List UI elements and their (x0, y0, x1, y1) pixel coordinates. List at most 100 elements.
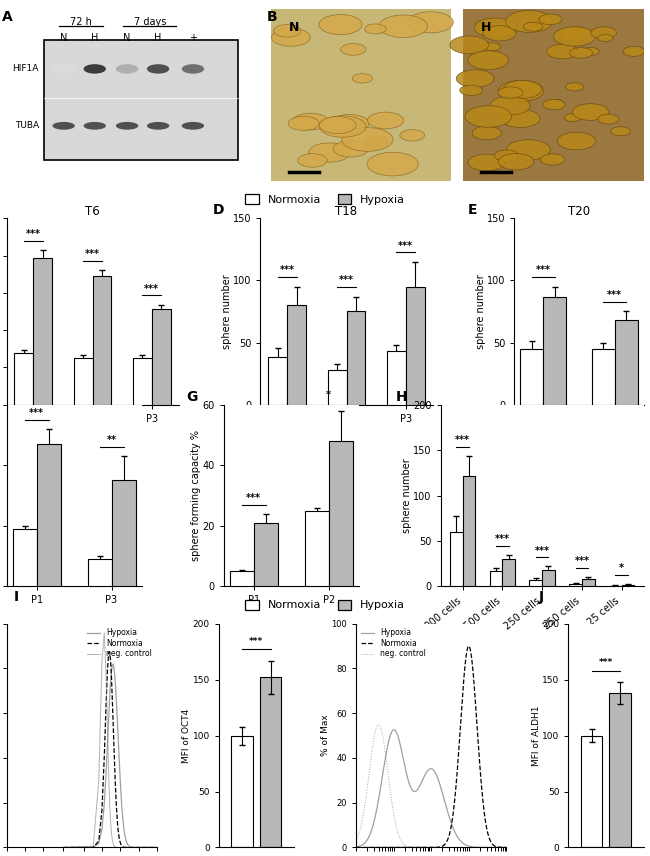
Title: T18: T18 (335, 205, 358, 218)
Text: E: E (468, 204, 478, 217)
Circle shape (367, 152, 419, 176)
Normoxia (106, 647, 114, 657)
Circle shape (450, 36, 489, 54)
Circle shape (483, 26, 516, 41)
neg. control (60, 842, 68, 853)
Text: A: A (1, 10, 12, 24)
Bar (592, 348, 615, 405)
Title: T6: T6 (85, 205, 100, 218)
Circle shape (523, 22, 543, 31)
Circle shape (333, 140, 369, 157)
Normoxia (506, 842, 514, 853)
Bar (92, 276, 111, 405)
Circle shape (540, 154, 565, 165)
Circle shape (498, 86, 523, 98)
Normoxia (153, 842, 161, 853)
Circle shape (309, 143, 350, 162)
Circle shape (319, 116, 356, 134)
Circle shape (558, 132, 595, 150)
Normoxia (136, 842, 144, 853)
neg. control (146, 842, 153, 853)
Ellipse shape (53, 122, 75, 130)
neg. control (153, 842, 161, 853)
Bar (36, 444, 60, 586)
Text: ***: *** (250, 637, 263, 646)
Circle shape (342, 128, 393, 152)
Bar (12, 529, 36, 586)
Text: ***: *** (455, 435, 470, 444)
Text: ***: *** (607, 290, 622, 300)
Legend: Hypoxia, Normoxia, neg. control: Hypoxia, Normoxia, neg. control (86, 627, 153, 659)
Text: N: N (289, 21, 300, 33)
Circle shape (319, 116, 366, 137)
neg. control (510, 842, 518, 853)
Ellipse shape (84, 64, 106, 74)
Line: Hypoxia: Hypoxia (356, 730, 514, 847)
Text: ***: *** (599, 658, 613, 668)
Text: N: N (60, 33, 68, 43)
Hypoxia (429, 764, 437, 775)
Bar (33, 258, 52, 405)
Normoxia (510, 842, 518, 853)
Circle shape (582, 47, 599, 56)
Ellipse shape (53, 64, 75, 74)
Circle shape (363, 139, 387, 149)
Hypoxia (136, 842, 144, 853)
FancyBboxPatch shape (44, 39, 238, 160)
Circle shape (367, 112, 404, 128)
Bar (305, 511, 329, 586)
Text: H: H (155, 33, 162, 43)
Normoxia (505, 842, 513, 853)
Text: **: ** (107, 436, 116, 445)
Circle shape (341, 44, 366, 56)
Circle shape (547, 45, 578, 59)
Bar (346, 312, 365, 405)
Bar (230, 571, 254, 586)
Text: ***: *** (144, 283, 159, 294)
Bar (530, 580, 542, 586)
Ellipse shape (147, 64, 169, 74)
Normoxia (146, 842, 154, 853)
neg. control (152, 842, 160, 853)
Text: ***: *** (536, 265, 551, 276)
Line: Normoxia: Normoxia (356, 646, 514, 847)
Circle shape (499, 153, 534, 169)
Normoxia (429, 842, 437, 853)
Circle shape (566, 83, 584, 91)
Ellipse shape (182, 64, 204, 74)
Circle shape (319, 15, 362, 34)
Bar (489, 571, 502, 586)
Circle shape (274, 25, 301, 37)
Circle shape (474, 18, 516, 38)
Circle shape (483, 43, 500, 51)
Text: *: * (619, 563, 624, 574)
Y-axis label: sphere number: sphere number (222, 274, 231, 349)
Bar (581, 735, 603, 847)
Circle shape (365, 24, 386, 34)
Hypoxia (146, 842, 153, 853)
Text: ***: *** (246, 493, 261, 502)
Text: ***: *** (26, 229, 41, 239)
Bar (521, 348, 543, 405)
Ellipse shape (116, 64, 138, 74)
Circle shape (288, 116, 319, 130)
Line: neg. control: neg. control (356, 724, 514, 847)
Bar (287, 306, 306, 405)
Y-axis label: sphere number: sphere number (402, 458, 412, 533)
Circle shape (468, 51, 508, 69)
Hypoxia (152, 842, 160, 853)
Circle shape (506, 140, 551, 160)
Hypoxia (139, 842, 147, 853)
Circle shape (472, 126, 501, 140)
Text: ***: *** (495, 534, 510, 544)
neg. control (506, 842, 514, 853)
Bar (543, 296, 566, 405)
Hypoxia (109, 659, 117, 669)
Hypoxia (146, 842, 154, 853)
Bar (231, 735, 253, 847)
Bar (151, 309, 171, 405)
Normoxia (476, 767, 484, 777)
Hypoxia (153, 842, 161, 853)
Bar (73, 359, 92, 405)
Bar (133, 358, 151, 405)
